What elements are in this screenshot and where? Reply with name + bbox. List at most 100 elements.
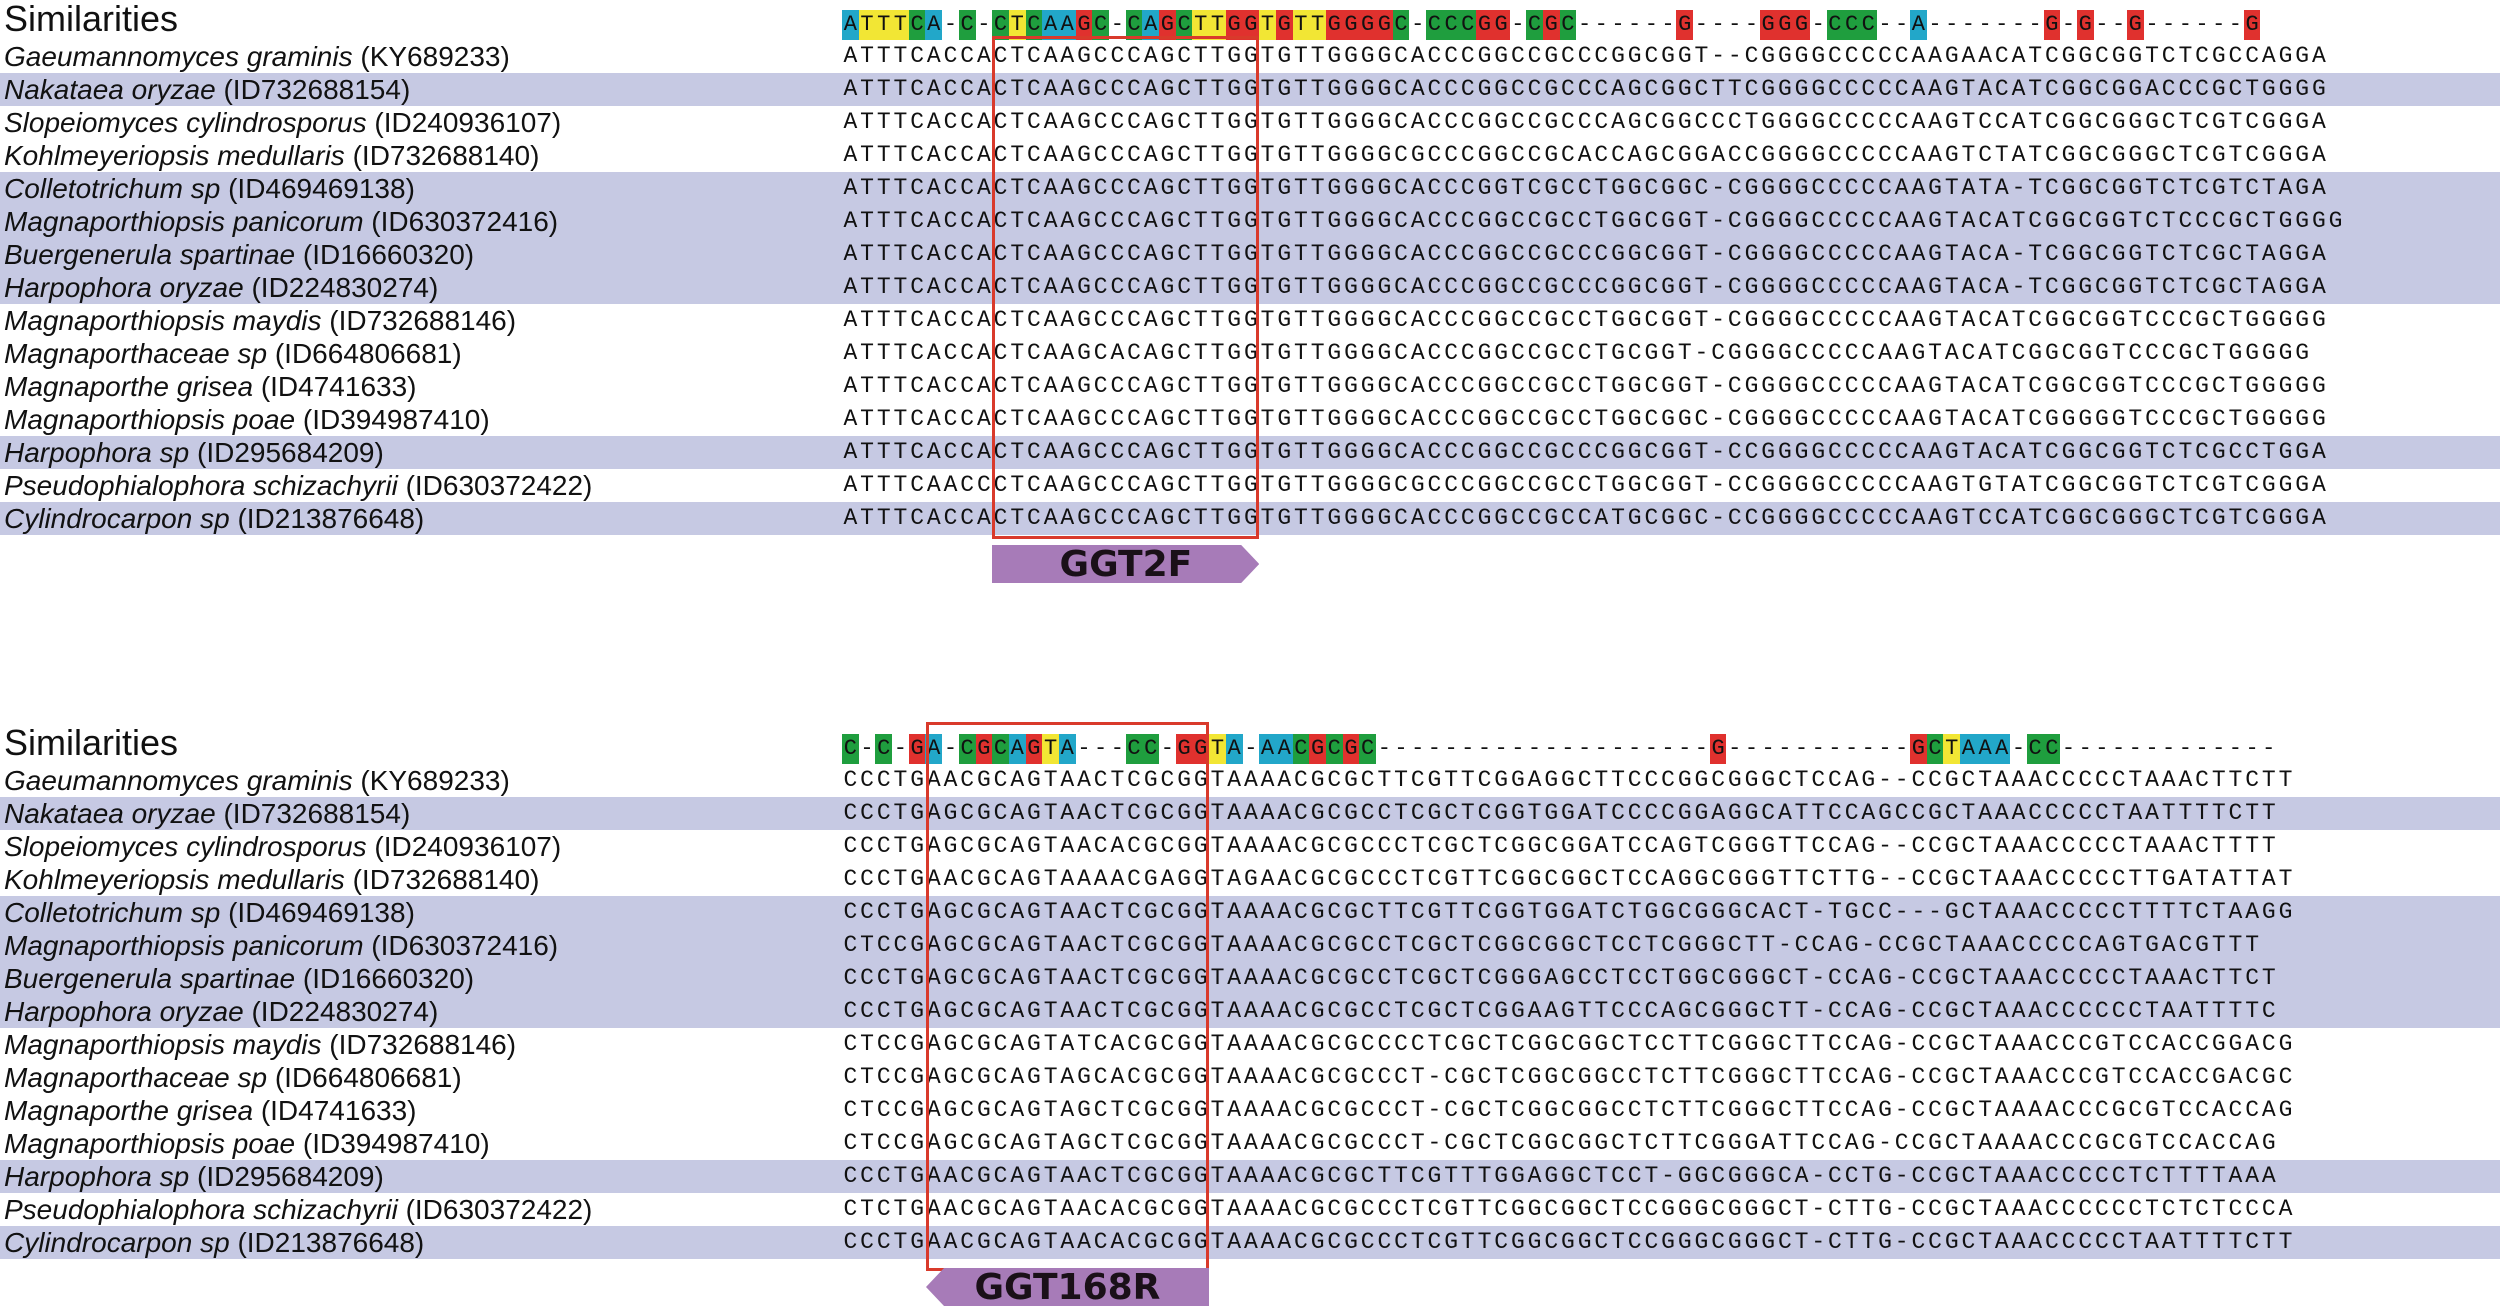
consensus-base: C [1325, 734, 1343, 764]
base: C [1294, 866, 1308, 892]
base: G [1227, 76, 1242, 102]
base: T [2261, 208, 2276, 234]
base: C [1727, 175, 1742, 201]
base: A [2161, 932, 2176, 958]
base: A [1661, 833, 1675, 859]
base: G [2128, 109, 2143, 135]
base: C [1027, 406, 1041, 432]
base: A [1043, 76, 1058, 102]
base: G [1544, 1130, 1559, 1156]
base: A [1410, 43, 1425, 69]
base: A [1043, 340, 1058, 366]
base: T [1694, 241, 1709, 267]
base: G [2061, 373, 2076, 399]
base: A [2011, 800, 2026, 826]
base: C [1527, 274, 1542, 300]
base: C [2078, 899, 2093, 925]
base: G [1344, 767, 1358, 793]
base: C [2044, 109, 2059, 135]
base: G [2061, 505, 2076, 531]
base: G [2111, 307, 2126, 333]
primer-arrow-shape [992, 545, 1260, 583]
base: G [1477, 373, 1492, 399]
base: G [2028, 340, 2043, 366]
base: A [2011, 472, 2026, 498]
base: C [1828, 800, 1842, 826]
base: C [1928, 932, 1942, 958]
base: G [1561, 866, 1575, 892]
base: G [1494, 43, 1509, 69]
base: A [2311, 274, 2326, 300]
base: C [1577, 472, 1592, 498]
base: C [2061, 866, 2076, 892]
base: G [976, 1163, 991, 1189]
base: C [1110, 43, 1125, 69]
taxon-id: (ID295684209) [189, 437, 384, 468]
base: C [1777, 767, 1792, 793]
base: C [1911, 866, 1926, 892]
base: T [2128, 899, 2143, 925]
base: A [926, 833, 941, 859]
base: T [1694, 439, 1709, 465]
consensus-base: T [1292, 10, 1310, 40]
base: G [1460, 1130, 1475, 1156]
base: C [1460, 142, 1475, 168]
base: G [1761, 307, 1776, 333]
base: C [1961, 833, 1976, 859]
base: G [1878, 1031, 1892, 1057]
base: C [1427, 1229, 1442, 1255]
taxon-label: Kohlmeyeriopsis medullaris (ID732688140) [4, 863, 539, 896]
consensus-base: G [1342, 10, 1360, 40]
base: C [876, 965, 891, 991]
base: C [2228, 241, 2243, 267]
base: C [1828, 307, 1842, 333]
base: T [1210, 439, 1225, 465]
base: G [1360, 340, 1375, 366]
base: A [1577, 800, 1592, 826]
base: G [1577, 866, 1592, 892]
taxon-label: Harpophora sp (ID295684209) [4, 436, 384, 469]
base: T [2145, 274, 2159, 300]
base: G [1310, 1097, 1325, 1123]
base: C [1394, 373, 1408, 399]
base: T [2245, 241, 2259, 267]
base: C [1093, 406, 1108, 432]
base: T [1861, 1163, 1876, 1189]
base: T [1477, 866, 1492, 892]
base: G [1344, 965, 1358, 991]
base: C [2228, 439, 2243, 465]
base: T [1494, 1064, 1509, 1090]
base: C [910, 43, 924, 69]
consensus-base: - [2162, 12, 2176, 37]
base: G [1360, 373, 1375, 399]
base: G [1177, 932, 1191, 958]
base: G [1160, 175, 1175, 201]
base: C [960, 767, 975, 793]
base: A [1894, 373, 1909, 399]
base: C [1861, 472, 1876, 498]
base: T [1677, 1064, 1692, 1090]
base: A [1143, 76, 1158, 102]
base: C [1644, 1130, 1659, 1156]
base: C [1577, 505, 1592, 531]
base: G [1861, 767, 1876, 793]
base: C [1561, 505, 1575, 531]
base: C [2061, 1064, 2076, 1090]
base: G [2145, 932, 2159, 958]
base: T [1310, 373, 1325, 399]
base: G [1327, 340, 1342, 366]
base: T [2145, 439, 2159, 465]
base: C [1477, 800, 1492, 826]
base: G [1193, 1097, 1208, 1123]
base: G [1777, 43, 1792, 69]
base: G [1077, 1064, 1091, 1090]
base: T [2161, 1163, 2176, 1189]
base: G [1694, 1229, 1709, 1255]
base: C [1811, 767, 1826, 793]
base: G [1777, 439, 1792, 465]
base: T [1394, 998, 1408, 1024]
base: T [2178, 175, 2193, 201]
base: G [1243, 43, 1258, 69]
base: T [1961, 505, 1976, 531]
